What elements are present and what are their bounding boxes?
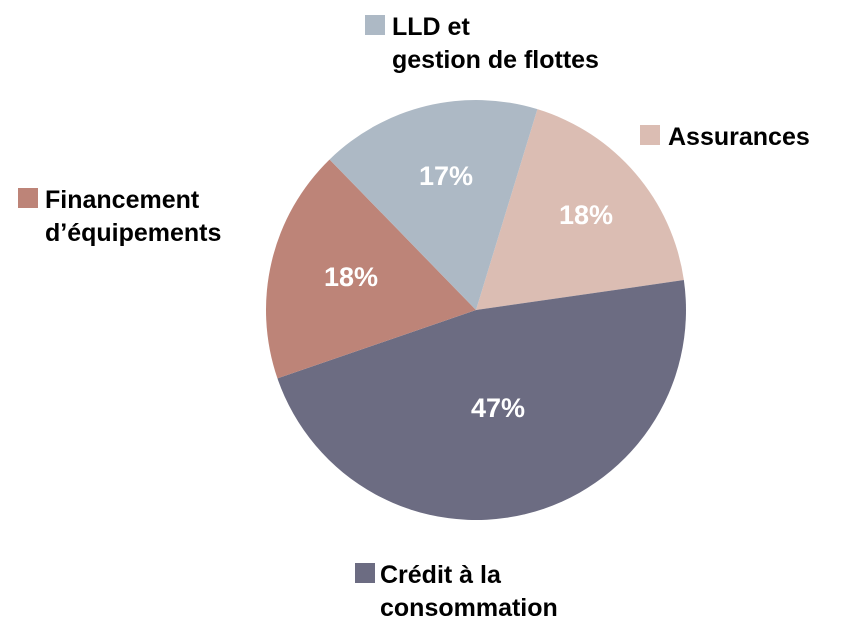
pie-slice [277,280,687,521]
legend-swatch [355,563,375,583]
legend-swatch [18,188,38,208]
legend-swatch [365,15,385,35]
legend-label: Financement d’équipements [45,186,222,247]
legend-label: LLD et gestion de flottes [392,13,599,74]
value-label: 18% [324,262,378,292]
value-label: 47% [471,393,525,423]
value-label: 18% [559,200,613,230]
pie-slice [266,159,476,379]
legend-swatch [640,125,660,145]
legend-label: Assurances [668,123,810,151]
pie-slice [329,99,538,310]
legend-label: Crédit à la consommation [380,561,558,618]
pie-slice [476,109,684,311]
value-label: 17% [419,161,473,191]
